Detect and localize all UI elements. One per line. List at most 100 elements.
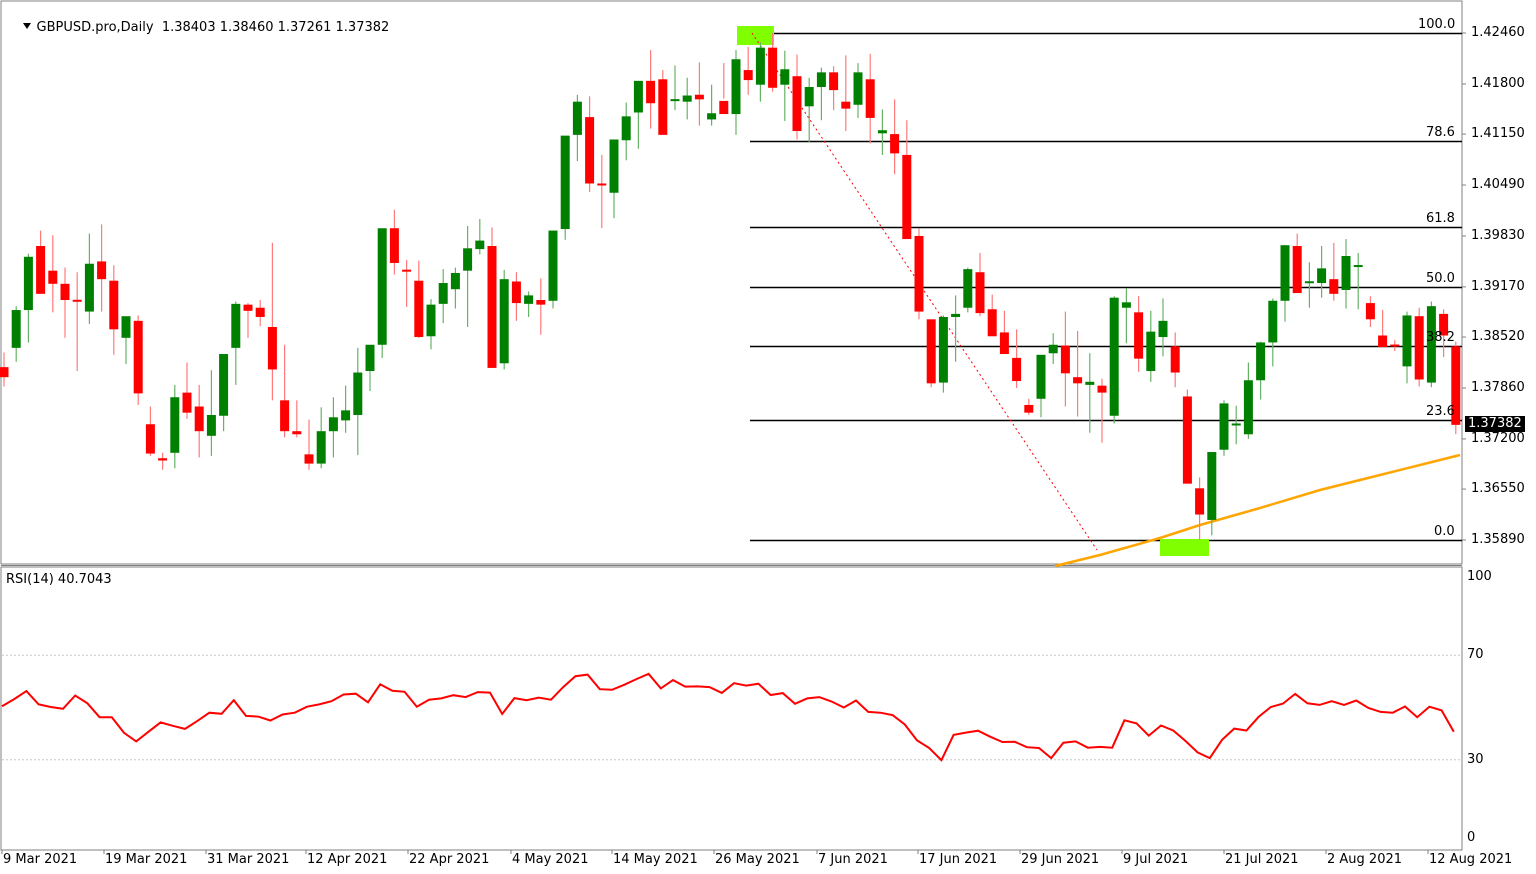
- fib-level-label: 0.0: [1434, 523, 1455, 539]
- candle-body: [1195, 488, 1205, 515]
- candle-body: [963, 269, 973, 308]
- candle-body: [719, 100, 729, 115]
- candle-body: [841, 101, 851, 109]
- candle-body: [585, 117, 595, 184]
- candle-body: [1219, 403, 1229, 450]
- candle-body: [572, 101, 582, 135]
- candle-body: [816, 72, 826, 88]
- candle-body: [328, 417, 338, 432]
- candle-body: [11, 310, 21, 348]
- candle-body: [1256, 342, 1266, 381]
- time-tick-label: 2 Aug 2021: [1327, 852, 1403, 867]
- candle-body: [548, 230, 558, 301]
- time-tick-label: 26 May 2021: [715, 852, 800, 867]
- candle-body: [426, 304, 436, 337]
- rsi-tick-label: 70: [1467, 647, 1484, 663]
- candle-body: [536, 300, 546, 305]
- candle-body: [1012, 357, 1022, 382]
- fib-level-label: 50.0: [1426, 270, 1455, 286]
- candle-body: [560, 135, 570, 230]
- time-tick-label: 4 May 2021: [512, 852, 589, 867]
- candle-body: [951, 313, 961, 317]
- candle-body: [1231, 423, 1241, 426]
- candle-body: [341, 410, 351, 421]
- candle-body: [1365, 303, 1375, 320]
- candle-body: [914, 235, 924, 312]
- candle-body: [475, 240, 485, 250]
- candle-body: [1317, 268, 1327, 284]
- fib-level-label: 78.6: [1426, 124, 1455, 140]
- candle-body: [158, 458, 168, 461]
- candle-body: [219, 354, 229, 416]
- candle-body: [658, 79, 668, 135]
- time-tick-label: 9 Jul 2021: [1123, 852, 1189, 867]
- candle-body: [389, 228, 399, 263]
- candle-body: [292, 431, 302, 435]
- time-tick-label: 17 Jun 2021: [919, 852, 998, 867]
- candle-body: [1243, 380, 1253, 435]
- price-panel-frame: [0, 0, 1463, 565]
- candle-body: [316, 431, 326, 464]
- candle-body: [926, 319, 936, 384]
- triangle-down-icon[interactable]: [22, 23, 31, 29]
- time-tick-label: 31 Mar 2021: [207, 852, 290, 867]
- time-tick-label: 22 Apr 2021: [409, 852, 490, 867]
- candle-body: [1292, 245, 1302, 294]
- price-tick-label: 1.40490: [1471, 177, 1525, 193]
- candle-body: [780, 69, 790, 85]
- fib-low-anchor: [1160, 539, 1209, 556]
- fib-level-label: 61.8: [1426, 210, 1455, 226]
- candle-body: [890, 134, 900, 154]
- candle-body: [1036, 354, 1046, 399]
- rsi-tick-label: 0: [1467, 830, 1476, 845]
- candle-body: [1024, 404, 1034, 413]
- candle-body: [1048, 344, 1058, 354]
- candle-body: [414, 280, 424, 338]
- fib-trend-line: [751, 32, 1098, 551]
- candle-body: [682, 95, 692, 102]
- candle-body: [365, 344, 375, 371]
- rsi-panel-frame: [0, 566, 1463, 851]
- price-tick-label: 1.37860: [1471, 379, 1525, 395]
- candle-body: [1439, 313, 1449, 336]
- candle-body: [194, 406, 204, 432]
- candle-body: [487, 245, 497, 368]
- candle-body: [84, 263, 94, 312]
- time-tick-label: 12 Apr 2021: [307, 852, 388, 867]
- candle-body: [731, 59, 741, 115]
- moving-average-line: [1054, 453, 1461, 568]
- candle-body: [1451, 346, 1461, 425]
- candle-body: [865, 79, 875, 118]
- time-tick-label: 9 Mar 2021: [3, 852, 78, 867]
- candle-body: [243, 304, 253, 311]
- fib-high-anchor: [737, 26, 774, 45]
- candle-body: [999, 332, 1009, 355]
- candle-body: [145, 424, 155, 454]
- rsi-tick-label: 100: [1467, 569, 1492, 584]
- candle-body: [877, 130, 887, 134]
- price-tick-label: 1.41150: [1471, 126, 1525, 142]
- candle-body: [0, 367, 9, 378]
- fib-level-label: 23.6: [1426, 403, 1455, 419]
- candle-body: [902, 154, 912, 240]
- candle-body: [1073, 377, 1083, 384]
- candle-body: [707, 113, 717, 120]
- fib-level-label: 100.0: [1418, 16, 1456, 32]
- chart-header: GBPUSD.pro,Daily 1.38403 1.38460 1.37261…: [6, 5, 389, 50]
- candle-body: [463, 248, 473, 271]
- rsi-line: [1, 672, 1455, 762]
- candle-body: [524, 295, 534, 304]
- price-tick-label: 1.38520: [1471, 329, 1525, 345]
- candle-body: [36, 245, 46, 294]
- candle-body: [170, 397, 180, 453]
- time-tick-label: 21 Jul 2021: [1225, 852, 1299, 867]
- price-tick-label: 1.37200: [1471, 430, 1525, 446]
- candle-body: [1268, 300, 1278, 343]
- candle-body: [1134, 312, 1144, 359]
- candle-body: [987, 309, 997, 337]
- price-tick-label: 1.39170: [1471, 278, 1525, 294]
- time-tick-label: 19 Mar 2021: [105, 852, 188, 867]
- price-tick-label: 1.39830: [1471, 227, 1525, 243]
